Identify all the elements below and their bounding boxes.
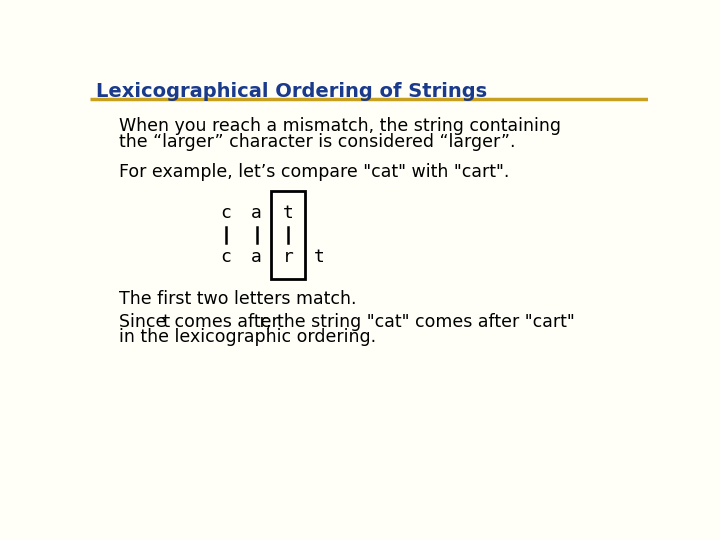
Text: r: r xyxy=(283,248,294,266)
Text: r: r xyxy=(258,313,269,330)
Text: c: c xyxy=(220,204,231,221)
Text: Since: Since xyxy=(120,313,172,330)
Text: c: c xyxy=(220,248,231,266)
Text: a: a xyxy=(251,248,262,266)
Text: t: t xyxy=(161,313,171,330)
Text: a: a xyxy=(251,204,262,221)
Text: Lexicographical Ordering of Strings: Lexicographical Ordering of Strings xyxy=(96,82,487,101)
Text: t: t xyxy=(283,204,294,221)
Text: , the string "cat" comes after "cart": , the string "cat" comes after "cart" xyxy=(266,313,575,330)
Text: When you reach a mismatch, the string containing: When you reach a mismatch, the string co… xyxy=(120,117,562,135)
Text: The first two letters match.: The first two letters match. xyxy=(120,289,357,308)
Text: comes after: comes after xyxy=(168,313,284,330)
Text: the “larger” character is considered “larger”.: the “larger” character is considered “la… xyxy=(120,132,516,151)
Text: For example, let’s compare "cat" with "cart".: For example, let’s compare "cat" with "c… xyxy=(120,163,510,180)
Text: t: t xyxy=(314,248,325,266)
Text: in the lexicographic ordering.: in the lexicographic ordering. xyxy=(120,328,377,346)
